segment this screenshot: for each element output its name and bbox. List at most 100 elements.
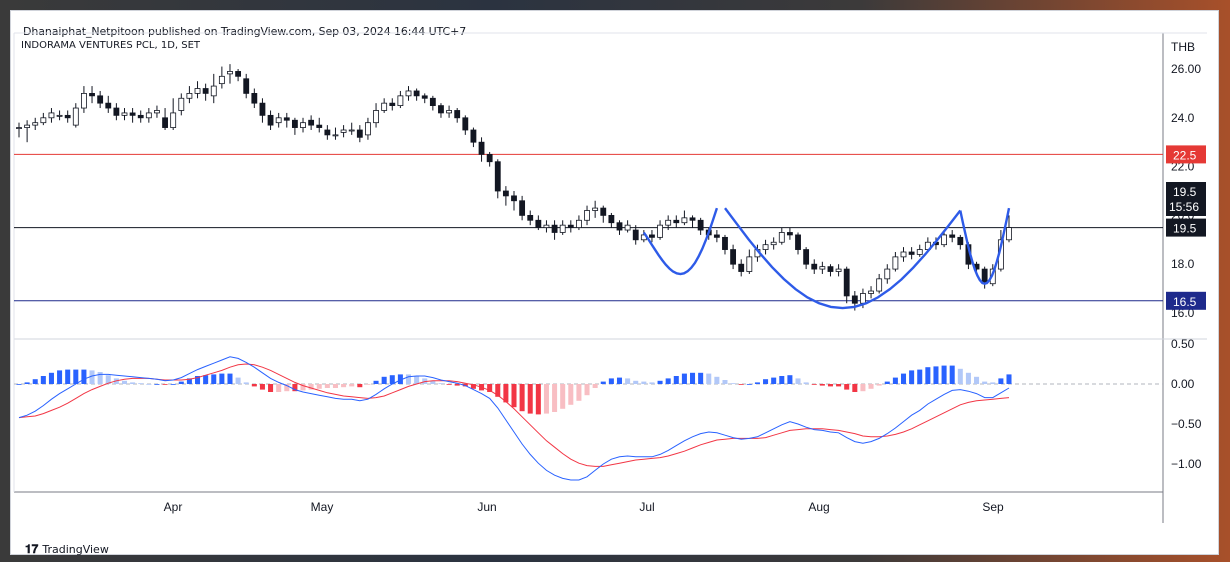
candle[interactable] <box>551 220 558 240</box>
candle[interactable] <box>129 108 136 123</box>
candle[interactable] <box>291 117 298 135</box>
candle[interactable] <box>746 249 753 274</box>
candle[interactable] <box>722 234 728 255</box>
candle[interactable] <box>1006 215 1012 243</box>
candle[interactable] <box>218 66 225 89</box>
candle[interactable] <box>89 86 95 104</box>
candle[interactable] <box>868 286 874 299</box>
candle[interactable] <box>454 108 461 123</box>
candle[interactable] <box>56 110 63 121</box>
candle[interactable] <box>162 108 168 130</box>
candle[interactable] <box>154 105 160 118</box>
candle[interactable] <box>113 103 120 121</box>
candle[interactable] <box>632 225 639 245</box>
candle[interactable] <box>786 227 793 240</box>
candle[interactable] <box>778 227 785 245</box>
candle[interactable] <box>770 237 777 250</box>
candle[interactable] <box>64 110 71 123</box>
candle[interactable] <box>105 95 112 113</box>
candle[interactable] <box>348 122 355 135</box>
candle[interactable] <box>900 247 907 262</box>
pattern-curve[interactable] <box>959 207 1011 285</box>
candle[interactable] <box>235 69 242 82</box>
candle[interactable] <box>535 215 542 231</box>
candle[interactable] <box>981 266 988 289</box>
candle[interactable] <box>892 252 899 272</box>
candle[interactable] <box>519 195 526 221</box>
candle[interactable] <box>397 90 404 109</box>
candle[interactable] <box>835 264 842 277</box>
candle[interactable] <box>275 112 282 128</box>
candle[interactable] <box>48 108 55 123</box>
candle[interactable] <box>576 215 582 231</box>
candle[interactable] <box>584 205 590 226</box>
candle[interactable] <box>308 115 315 130</box>
candle[interactable] <box>811 259 818 274</box>
candle[interactable] <box>389 98 396 111</box>
candle[interactable] <box>876 273 883 294</box>
candle[interactable] <box>405 86 412 101</box>
candle[interactable] <box>381 98 388 113</box>
candle[interactable] <box>259 98 266 123</box>
candle[interactable] <box>186 86 193 104</box>
candle[interactable] <box>462 115 469 135</box>
candle[interactable] <box>210 73 217 104</box>
candle[interactable] <box>957 234 964 250</box>
candle[interactable] <box>356 125 363 143</box>
candle[interactable] <box>843 266 850 304</box>
candle[interactable] <box>97 90 104 109</box>
candle[interactable] <box>145 108 152 123</box>
candle[interactable] <box>559 220 566 235</box>
candle[interactable] <box>429 95 436 111</box>
candle[interactable] <box>178 93 185 116</box>
candle[interactable] <box>819 261 826 274</box>
candle[interactable] <box>730 244 737 270</box>
candle[interactable] <box>665 215 672 231</box>
candle[interactable] <box>267 110 274 130</box>
candle[interactable] <box>713 230 720 243</box>
candle[interactable] <box>689 215 696 228</box>
candle[interactable] <box>486 151 493 167</box>
candle[interactable] <box>762 239 769 255</box>
candle[interactable] <box>592 200 599 218</box>
candle[interactable] <box>470 127 477 148</box>
candle[interactable] <box>438 103 444 118</box>
candle[interactable] <box>283 112 290 128</box>
candle[interactable] <box>170 98 177 130</box>
candle[interactable] <box>227 64 233 84</box>
candle[interactable] <box>373 103 379 128</box>
candle[interactable] <box>649 230 655 243</box>
candle[interactable] <box>243 73 250 99</box>
candle[interactable] <box>511 191 517 211</box>
candle[interactable] <box>16 122 22 138</box>
candle[interactable] <box>600 205 607 223</box>
candle[interactable] <box>795 232 801 255</box>
candle[interactable] <box>478 137 485 162</box>
chart-canvas[interactable]: INDORAMA VENTURES PCL, 1D, SET THB 26.00… <box>11 11 1218 554</box>
candle[interactable] <box>121 108 128 121</box>
candle[interactable] <box>202 83 209 101</box>
candle[interactable] <box>949 230 956 243</box>
candle[interactable] <box>340 125 347 138</box>
candle[interactable] <box>324 125 331 140</box>
candle[interactable] <box>32 117 39 130</box>
candle[interactable] <box>40 112 47 126</box>
candle[interactable] <box>908 247 915 260</box>
candle[interactable] <box>81 86 87 113</box>
candle[interactable] <box>681 210 688 226</box>
candle[interactable] <box>365 117 371 140</box>
candle[interactable] <box>673 215 680 228</box>
candle[interactable] <box>803 247 810 270</box>
candle[interactable] <box>697 217 704 235</box>
candle[interactable] <box>72 103 79 128</box>
candle[interactable] <box>137 110 144 123</box>
candle[interactable] <box>251 88 258 109</box>
candle[interactable] <box>194 81 201 99</box>
candle[interactable] <box>884 264 891 284</box>
tradingview-logo[interactable]: 𝟏𝟕 TradingView <box>25 542 109 557</box>
candle[interactable] <box>608 212 615 228</box>
candle[interactable] <box>567 220 574 233</box>
pattern-curve[interactable] <box>642 207 719 276</box>
candle[interactable] <box>624 220 631 233</box>
candle[interactable] <box>502 186 509 206</box>
